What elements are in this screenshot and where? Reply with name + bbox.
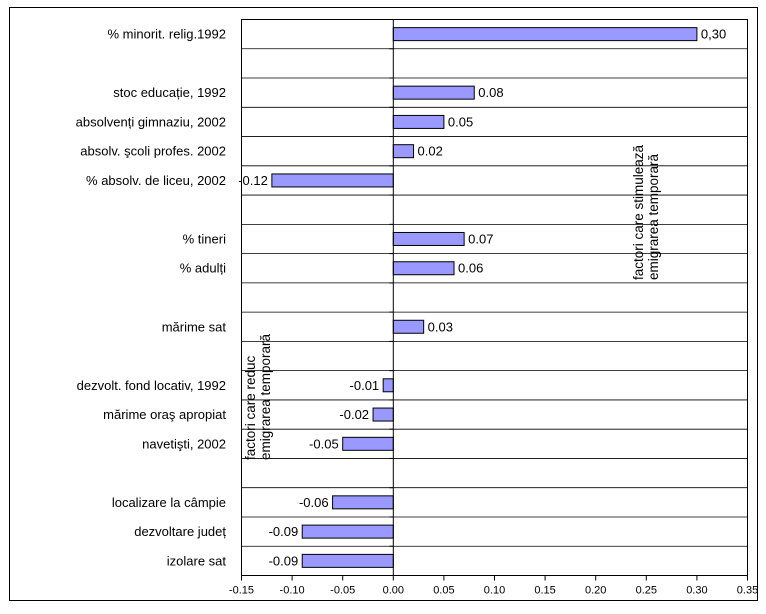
data-label: 0.05 [448, 114, 473, 129]
category-label: % absolv. de liceu, 2002 [86, 173, 226, 188]
x-tick-label: 0.00 [383, 585, 404, 597]
plot-area [241, 19, 748, 576]
x-tick-label: 0.30 [686, 585, 707, 597]
data-label: -0.09 [269, 524, 299, 539]
data-label: 0,30 [701, 27, 726, 42]
bar [372, 407, 394, 422]
chart-frame [9, 7, 758, 601]
bar [392, 231, 465, 246]
data-label: 0.06 [458, 261, 483, 276]
bars [271, 27, 698, 568]
bar [392, 27, 698, 42]
x-tick-label: 0.05 [433, 585, 454, 597]
x-tick-label: 0.10 [484, 585, 505, 597]
x-tick-label: 0.15 [534, 585, 555, 597]
data-label: -0.01 [350, 378, 380, 393]
data-label: -0.12 [238, 173, 268, 188]
data-label: 0.08 [478, 85, 503, 100]
axes [241, 19, 748, 581]
category-label: % adulți [180, 261, 226, 276]
category-label: mărime oraş apropiat [103, 407, 226, 422]
data-label: 0.02 [418, 144, 443, 159]
category-label: dezvoltare județ [134, 524, 226, 539]
labels: -0.15 -0.10 -0.05 0.00 0.05 0.10 0.15 0.20 0.25 0… [76, 27, 759, 597]
bar [301, 553, 394, 568]
bar [392, 85, 475, 100]
category-label: mărime sat [162, 319, 227, 334]
category-label: absolv. şcoli profes. 2002 [80, 144, 226, 159]
x-tick-label: -0.10 [280, 585, 305, 597]
category-label: dezvolt. fond locativ, 1992 [77, 378, 226, 393]
x-tick-label: 0.25 [636, 585, 657, 597]
annotations: factori care stimuleazăemigrarea tempora… [243, 144, 661, 460]
x-tick-label: 0.20 [585, 585, 606, 597]
bar [271, 173, 394, 188]
data-label: 0.07 [468, 231, 493, 246]
category-label: navetişti, 2002 [142, 436, 226, 451]
bar [301, 524, 394, 539]
data-label: -0.05 [309, 436, 339, 451]
bar [392, 144, 415, 159]
annotation-label: factori care reducemigrarea temporară [243, 333, 273, 460]
x-tick-label: -0.05 [330, 585, 355, 597]
x-tick-label: 0.35 [737, 585, 758, 597]
gridlines [241, 48, 748, 547]
category-label: localizare la câmpie [112, 495, 226, 510]
x-tick-label: -0.15 [229, 585, 254, 597]
category-label: izolare sat [167, 553, 227, 568]
bar [382, 378, 394, 393]
category-label: stoc educație, 1992 [113, 85, 226, 100]
data-label: -0.09 [269, 553, 299, 568]
bar [392, 114, 445, 129]
category-label: % minorit. relig.1992 [108, 27, 227, 42]
data-label: 0.03 [428, 319, 453, 334]
bar [392, 319, 425, 334]
data-label: -0.02 [339, 407, 369, 422]
data-label: -0.06 [299, 495, 329, 510]
bar [332, 495, 394, 510]
bar [342, 436, 394, 451]
category-label: % tineri [183, 231, 226, 246]
category-label: absolvenți gimnaziu, 2002 [76, 114, 226, 129]
annotation-label: factori care stimuleazăemigrarea tempora… [631, 144, 661, 280]
bar [392, 261, 455, 276]
